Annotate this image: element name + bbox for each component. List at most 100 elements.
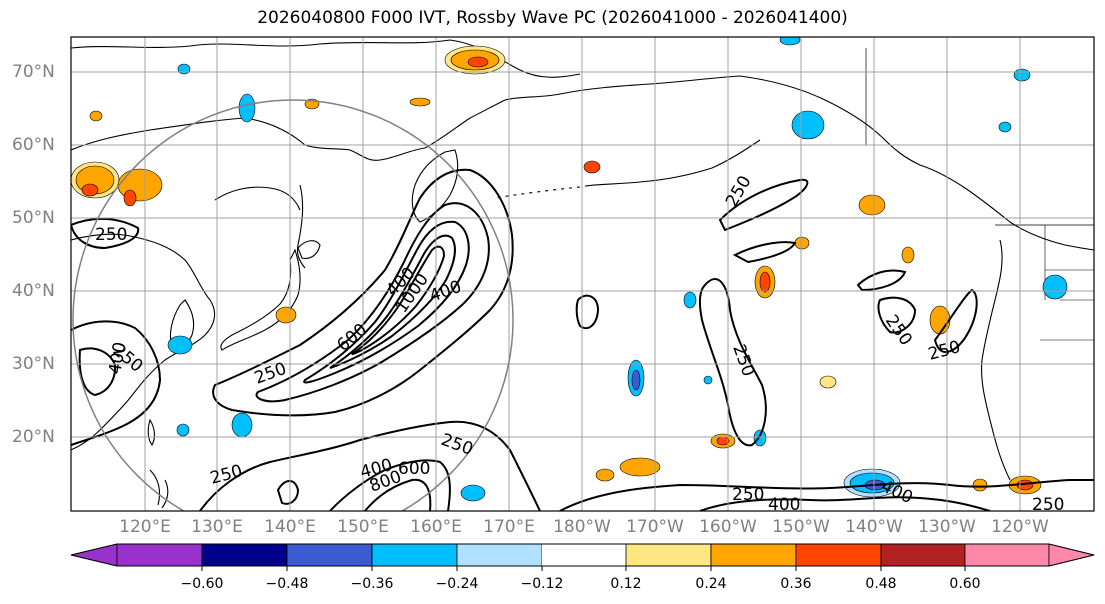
anomaly-fills [71,37,1068,502]
colorbar-tick-label: 0.36 [780,576,812,592]
anomaly-negative [460,484,486,502]
ivt-contour-250-main [212,168,514,417]
lon-label: 140°W [845,517,903,537]
colorbar-bin [286,543,373,567]
anomaly-negative [779,37,801,46]
lon-label: 120°W [991,517,1049,537]
colorbar-bin [116,543,203,567]
coastline-sakhalin [296,184,306,269]
ivt-contour-250-ne [718,178,809,232]
coastline-philippines [149,469,169,509]
lon-label: 130°W [918,517,976,537]
lon-label: 150°W [772,517,830,537]
lat-label: 30°N [12,354,55,374]
anomaly-positive [716,436,730,446]
anomaly-negative [683,291,697,309]
ivt-contour-250-south [199,420,541,511]
contour-label: 600 [398,459,430,479]
colorbar-tick-label: 0.60 [949,576,981,592]
ivt-contour-250-asia [71,320,162,446]
graticule [71,37,1094,511]
lon-label: 160°E [410,517,462,537]
anomaly-positive [858,194,886,216]
coastline-asia-east [71,233,216,451]
colorbar-tick-label: 0.48 [865,576,897,592]
ivt-contour-1000 [351,245,446,356]
anomaly-positive [819,375,837,389]
ivt-contour-600 [303,220,470,384]
anomaly-negative [998,121,1012,133]
colorbar-tick-label: −0.48 [265,576,309,592]
contour-label: 250 [732,485,764,505]
anomaly-positive [583,160,601,174]
contour-label: 400 [768,495,800,515]
colorbar-bin [964,543,1050,567]
lon-label: 140°E [264,517,316,537]
colorbar-tick-label: −0.36 [350,576,394,592]
anomaly-positive [972,478,988,492]
anomaly-positive [619,457,661,477]
coastline-east-siberia [71,99,506,161]
anomaly-positive [467,56,489,68]
colorbar-bin [795,543,882,567]
colorbar-extend-min [70,543,118,567]
coastline-taiwan [147,418,155,446]
ivt-contour-600-south [364,478,432,511]
ivt-contour-800 [329,234,456,369]
colorbar-bin [710,543,797,567]
colorbar-extend-max [1048,543,1095,567]
coastline-alaska [504,75,1094,251]
coastline-siberia-north [71,39,581,78]
boundary-states [1040,225,1094,341]
lon-label: 120°E [119,517,171,537]
anomaly-positive [595,468,615,482]
coastline-hokkaido [297,240,321,259]
ivt-contour-400-south-e [699,496,991,511]
anomaly-negative [238,93,256,123]
colorbar-bin [880,543,966,567]
lat-label: 60°N [12,135,55,155]
contour-label: 250 [95,225,127,245]
colorbar-bin [542,544,626,566]
colorbar-tick-label: −0.24 [435,576,479,592]
map-title: 2026040800 F000 IVT, Rossby Wave PC (202… [257,8,848,28]
coastline-alaska-peninsula [584,139,761,187]
ivt-contour-250-e1 [856,269,907,292]
ivt-contour-250-w [575,294,600,330]
lon-label: 130°E [191,517,243,537]
domain-circle [72,99,514,511]
coastline-okhotsk-west [214,186,301,211]
ivt-contour-250-south-e [559,479,1094,511]
anomaly-positive [123,189,137,207]
colorbar-bin [456,543,543,567]
ivt-contour-400 [255,202,490,403]
anomaly-negative [753,429,767,447]
colorbar-bin [625,543,712,567]
lon-label: 170°E [483,517,535,537]
anomaly-positive [759,271,771,293]
ivt-contour-250-ne2 [732,241,797,264]
ivt-contour-250-e2 [877,296,917,334]
anomaly-positive [409,97,431,107]
lat-label: 70°N [12,62,55,82]
colorbar-outline [70,543,1095,567]
anomaly-negative [167,335,193,355]
ivt-contour-400-south [329,459,451,511]
anomaly-negative [176,423,190,437]
anomaly-positive [89,110,103,122]
lon-label: 180°W [553,517,611,537]
contour-label: 250 [1032,495,1064,515]
ivt-contour-250-east [698,278,767,447]
ivt-contour-250-e3 [933,288,978,353]
lon-label: 150°E [337,517,389,537]
colorbar-tick-label: −0.60 [180,576,224,592]
anomaly-negative [1013,68,1031,82]
colorbar [70,543,1095,571]
anomaly-positive [901,246,915,264]
lon-label: 170°W [626,517,684,537]
colorbar-tick-label: 0.24 [695,576,727,592]
colorbar-tick-label: −0.12 [520,576,564,592]
colorbar-bin [201,543,288,567]
anomaly-positive [275,306,297,324]
